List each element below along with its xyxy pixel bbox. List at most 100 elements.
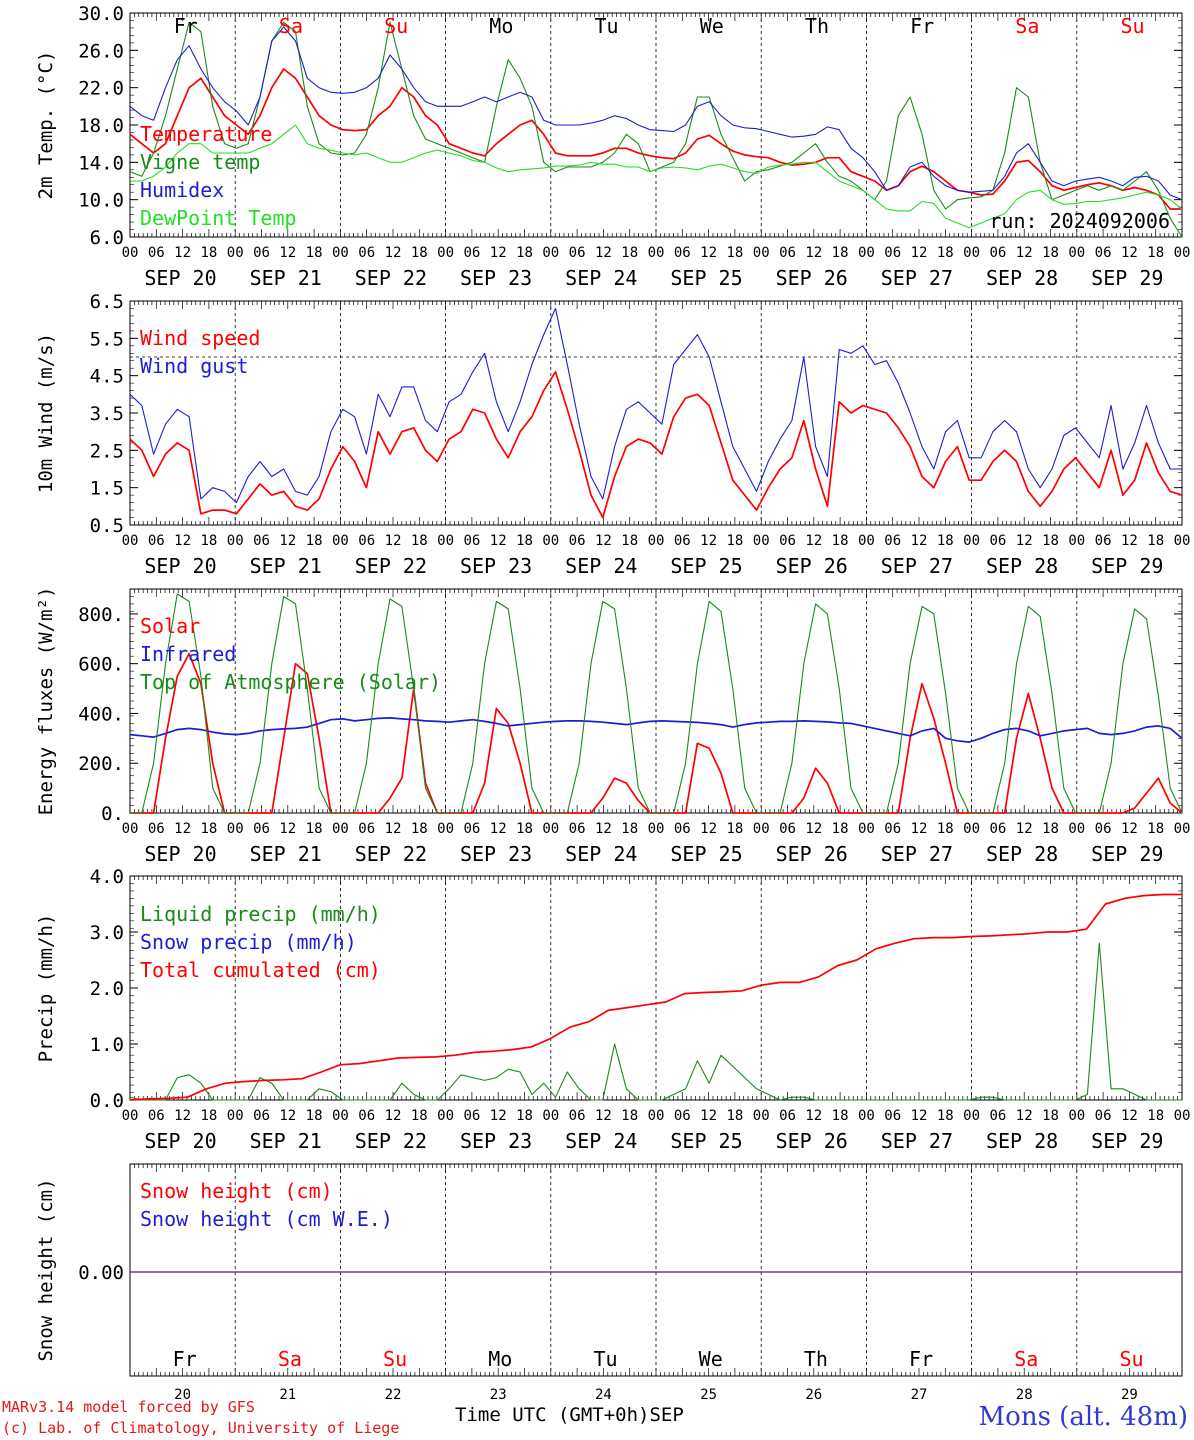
panel2-hour-label: 06 bbox=[989, 533, 1006, 549]
panel5-y-axis-label: Snow height (cm) bbox=[35, 1178, 57, 1361]
panel3-hour-label: 12 bbox=[1016, 821, 1033, 837]
panel3-hour-label: 12 bbox=[911, 821, 928, 837]
panel2-hour-label: 18 bbox=[1042, 533, 1059, 549]
panel2-hour-label: 00 bbox=[542, 533, 559, 549]
panel2-date-label: SEP 26 bbox=[776, 554, 848, 578]
panel2-y-tick-label: 4.5 bbox=[90, 366, 124, 388]
panel4-hour-label: 18 bbox=[1042, 1108, 1059, 1124]
panel1-hour-label: 00 bbox=[122, 245, 139, 261]
panel1-date-label: SEP 24 bbox=[565, 266, 637, 290]
panel1-y-tick-label: 26.0 bbox=[78, 40, 124, 62]
panel4-legend-snow-precip-mm-h-: Snow precip (mm/h) bbox=[140, 930, 357, 954]
day-number-label: 27 bbox=[911, 1387, 928, 1403]
panel1-hour-label: 18 bbox=[621, 245, 638, 261]
day-number-label: 20 bbox=[174, 1387, 191, 1403]
weekday-label-bottom: Fr bbox=[909, 1347, 933, 1371]
panel2-hour-label: 06 bbox=[253, 533, 270, 549]
panel2-hour-label: 12 bbox=[1121, 533, 1138, 549]
panel1-series-dewpoint-temp bbox=[130, 124, 1183, 229]
panel1-y-tick-label: 22.0 bbox=[78, 78, 124, 100]
panel2-hour-label: 00 bbox=[122, 533, 139, 549]
panel1-frame bbox=[129, 12, 1183, 238]
panel3-y-tick-label: 400. bbox=[78, 703, 124, 725]
panel4-hour-label: 18 bbox=[516, 1108, 533, 1124]
panel2-date-label: SEP 20 bbox=[144, 554, 216, 578]
weekday-label-bottom: Mo bbox=[488, 1347, 512, 1371]
panel2-date-label: SEP 25 bbox=[670, 554, 742, 578]
panel3-hour-label: 06 bbox=[463, 821, 480, 837]
panel4-hour-label: 18 bbox=[200, 1108, 217, 1124]
weekday-label-top: Su bbox=[384, 14, 408, 38]
panel2-hour-label: 18 bbox=[516, 533, 533, 549]
weekday-label-top: Fr bbox=[910, 14, 934, 38]
weekday-label-top: Su bbox=[1121, 14, 1145, 38]
panel2-frame bbox=[129, 300, 1183, 526]
panel4-legend-liquid-precip-mm-h-: Liquid precip (mm/h) bbox=[140, 902, 381, 926]
panel3-hour-label: 00 bbox=[858, 821, 875, 837]
day-number-label: 28 bbox=[1016, 1387, 1033, 1403]
day-number-label: 22 bbox=[385, 1387, 402, 1403]
panel1-hour-label: 12 bbox=[490, 245, 507, 261]
panel4-hour-label: 06 bbox=[358, 1108, 375, 1124]
weekday-label-bottom: Sa bbox=[1014, 1347, 1038, 1371]
panel3-hour-label: 18 bbox=[726, 821, 743, 837]
panel4-hour-label: 12 bbox=[1121, 1108, 1138, 1124]
panel4-hour-label: 12 bbox=[490, 1108, 507, 1124]
panel1-hour-label: 00 bbox=[648, 245, 665, 261]
panel2-hour-label: 06 bbox=[884, 533, 901, 549]
panel2-hour-label: 12 bbox=[595, 533, 612, 549]
panel3-hour-label: 00 bbox=[542, 821, 559, 837]
panel4-hour-label: 12 bbox=[1016, 1108, 1033, 1124]
panel2-hour-label: 12 bbox=[279, 533, 296, 549]
panel2-hour-label: 00 bbox=[1068, 533, 1085, 549]
panel1-hour-label: 12 bbox=[805, 245, 822, 261]
panel2-hour-label: 00 bbox=[648, 533, 665, 549]
panel3-hour-label: 06 bbox=[674, 821, 691, 837]
panel4-hour-label: 18 bbox=[1147, 1108, 1164, 1124]
panel4-hour-label: 12 bbox=[174, 1108, 191, 1124]
panel3-hour-label: 06 bbox=[358, 821, 375, 837]
panel2-hour-label: 18 bbox=[1147, 533, 1164, 549]
day-number-label: 26 bbox=[805, 1387, 822, 1403]
time-axis-text: Time UTC (GMT+0h) bbox=[455, 1404, 650, 1426]
panel2-hour-label: 18 bbox=[621, 533, 638, 549]
panel4-hour-label: 00 bbox=[227, 1108, 244, 1124]
panel1-hour-label: 18 bbox=[411, 245, 428, 261]
panel2-hour-label: 06 bbox=[779, 533, 796, 549]
panel2-legend-wind-gust: Wind gust bbox=[140, 354, 248, 378]
weekday-label-bottom: Su bbox=[383, 1347, 407, 1371]
panel1-date-label: SEP 25 bbox=[670, 266, 742, 290]
panel1-hour-label: 12 bbox=[1121, 245, 1138, 261]
panel3-date-label: SEP 27 bbox=[881, 842, 953, 866]
panel1-y-tick-label: 30.0 bbox=[78, 3, 124, 25]
panel3-series-top-of-atmosphere-solar- bbox=[130, 593, 1183, 814]
panel2-hour-label: 18 bbox=[832, 533, 849, 549]
panel1-hour-label: 00 bbox=[542, 245, 559, 261]
panel3-hour-label: 00 bbox=[1174, 821, 1191, 837]
panel2-hour-label: 00 bbox=[227, 533, 244, 549]
weekday-label-top: Tu bbox=[595, 14, 619, 38]
panel4-date-label: SEP 28 bbox=[986, 1129, 1058, 1153]
panel1-hour-label: 18 bbox=[726, 245, 743, 261]
day-number-label: 24 bbox=[595, 1387, 612, 1403]
panel2-date-label: SEP 21 bbox=[250, 554, 322, 578]
panel2-y-tick-label: 0.5 bbox=[90, 515, 124, 537]
panel2-hour-label: 00 bbox=[332, 533, 349, 549]
weekday-label-top: We bbox=[700, 14, 724, 38]
panel3-date-label: SEP 29 bbox=[1091, 842, 1163, 866]
panel1-hour-label: 06 bbox=[674, 245, 691, 261]
panel4-hour-label: 00 bbox=[1068, 1108, 1085, 1124]
panel4-hour-label: 00 bbox=[542, 1108, 559, 1124]
panel3-hour-label: 06 bbox=[253, 821, 270, 837]
panel4-hour-label: 12 bbox=[911, 1108, 928, 1124]
panel4-y-tick-label: 1.0 bbox=[90, 1034, 124, 1056]
panel3-date-label: SEP 26 bbox=[776, 842, 848, 866]
panel4-hour-label: 12 bbox=[595, 1108, 612, 1124]
panel4-date-label: SEP 24 bbox=[565, 1129, 637, 1153]
panel4-hour-label: 06 bbox=[148, 1108, 165, 1124]
weekday-label-top: Mo bbox=[489, 14, 513, 38]
panel2-date-label: SEP 29 bbox=[1091, 554, 1163, 578]
panel3-hour-label: 18 bbox=[411, 821, 428, 837]
panel3-series-infrared bbox=[129, 717, 1183, 743]
panel3-hour-label: 18 bbox=[306, 821, 323, 837]
